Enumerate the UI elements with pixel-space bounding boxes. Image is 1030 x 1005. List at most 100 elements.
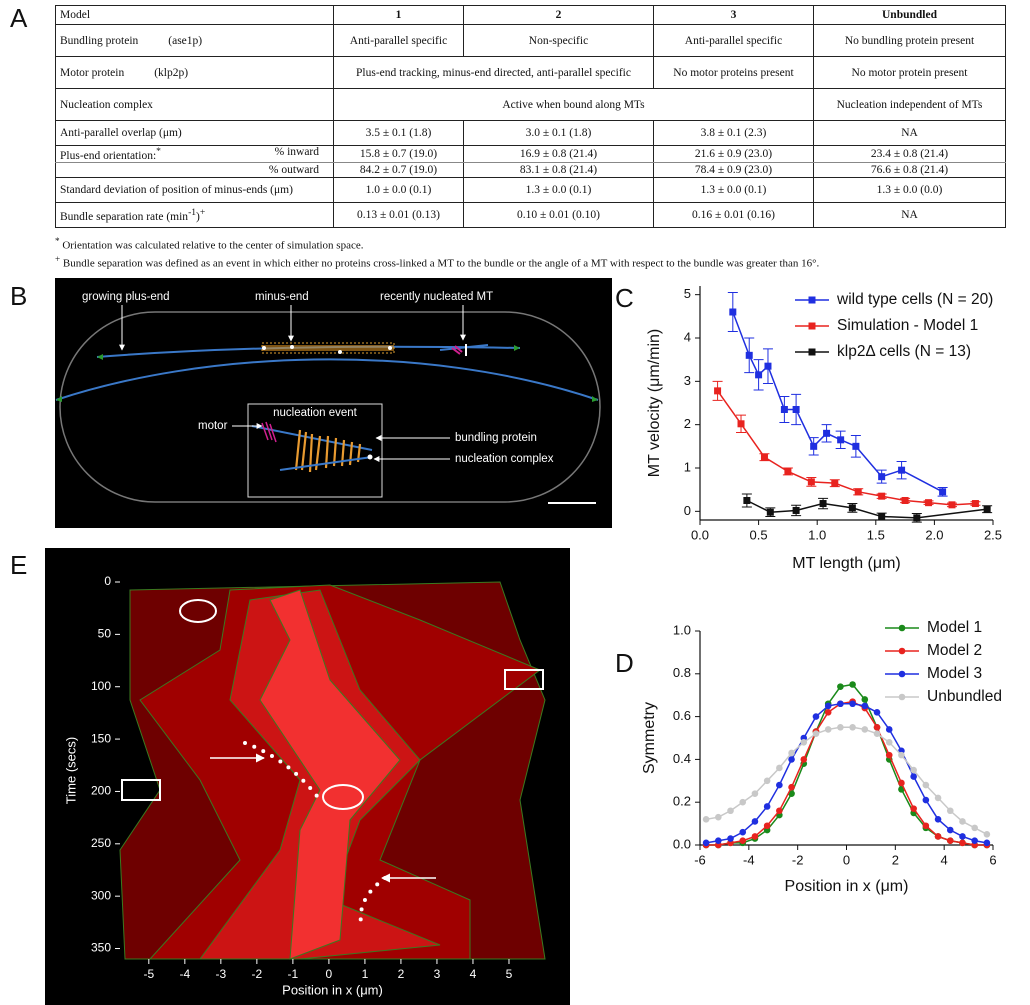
diagram-label: minus-end bbox=[255, 291, 309, 303]
data-point bbox=[800, 738, 808, 746]
footnote: + Bundle separation was defined as an ev… bbox=[55, 253, 819, 271]
y-tick-label: 0.2 bbox=[673, 794, 691, 809]
panel-label: E bbox=[10, 550, 27, 580]
cell: 1.3 ± 0.0 (0.0) bbox=[813, 176, 1006, 203]
data-point bbox=[873, 730, 881, 738]
cell: 3.0 ± 0.1 (1.8) bbox=[463, 120, 654, 146]
data-point bbox=[792, 406, 800, 413]
x-tick-label: 4 bbox=[941, 852, 948, 867]
x-tick-label: 2 bbox=[892, 852, 899, 867]
legend-label: Unbundled bbox=[927, 688, 1002, 705]
label-text: (ase1p) bbox=[168, 34, 203, 47]
header-cell: 2 bbox=[463, 5, 654, 25]
data-point bbox=[755, 371, 763, 379]
data-point bbox=[898, 779, 905, 787]
data-point bbox=[800, 756, 808, 763]
chart: 0 1 2 3 4 5 0.0 0.5 1.0 1.5 2.0 2.5 MT length (μm) MT… bbox=[646, 286, 1002, 572]
table-row: Standard deviation of position of minus-… bbox=[55, 176, 1006, 203]
data-point bbox=[739, 837, 747, 845]
summary-table: Model 1 2 3 Unbundled Bundling protein (a… bbox=[55, 5, 1006, 228]
data-point bbox=[760, 453, 768, 461]
y-tick-label: 0 bbox=[104, 574, 111, 588]
microtubule bbox=[55, 358, 599, 401]
x-tick-label: 0 bbox=[843, 852, 850, 867]
cell: 78.4 ± 0.9 (23.0) bbox=[653, 161, 814, 178]
shape bbox=[338, 350, 342, 354]
bundling-protein bbox=[294, 429, 362, 473]
row-label: Anti-parallel overlap (μm) bbox=[55, 120, 334, 146]
shape bbox=[97, 354, 103, 360]
cell: No motor proteins present bbox=[653, 56, 814, 89]
series: Simulation - Model 1 bbox=[712, 317, 981, 509]
legend-label: Simulation - Model 1 bbox=[837, 317, 978, 334]
data-point bbox=[715, 813, 722, 821]
data-point bbox=[751, 818, 759, 825]
data-point bbox=[878, 492, 886, 500]
legend-marker bbox=[808, 348, 816, 356]
data-point bbox=[702, 839, 710, 847]
data-point bbox=[788, 783, 795, 791]
cell: 15.8 ± 0.7 (19.0) bbox=[333, 145, 464, 163]
cell: Nucleation independent of MTs bbox=[813, 88, 1006, 121]
series-line bbox=[705, 703, 988, 844]
row-label: Nucleation complex bbox=[55, 88, 334, 121]
data-point bbox=[913, 514, 921, 522]
data-point bbox=[959, 818, 966, 825]
x-tick-label: 0.0 bbox=[691, 527, 709, 542]
motor bbox=[261, 421, 277, 443]
data-point bbox=[922, 822, 930, 830]
x-tick-label: 2.0 bbox=[925, 527, 943, 542]
simulation-diagram: growing plus-end minus-end recently nucl… bbox=[55, 278, 612, 528]
header-cell: 3 bbox=[653, 5, 814, 25]
x-tick-label: 2.5 bbox=[984, 527, 1002, 542]
legend-label: Model 3 bbox=[927, 665, 982, 682]
data-point bbox=[948, 501, 956, 509]
y-tick-label: 2 bbox=[684, 416, 691, 431]
data-point bbox=[715, 837, 722, 845]
series-line bbox=[732, 311, 943, 493]
legend-marker bbox=[898, 647, 906, 655]
cell: Non-specific bbox=[463, 24, 654, 57]
data-point bbox=[922, 781, 930, 789]
y-tick-label: 200 bbox=[91, 784, 111, 798]
data-point bbox=[743, 497, 751, 504]
cell: 1.0 ± 0.0 (0.1) bbox=[333, 176, 464, 203]
highlight-shapes bbox=[121, 599, 544, 810]
data-point bbox=[910, 805, 917, 812]
data-point bbox=[983, 839, 991, 847]
cell-outline bbox=[59, 311, 601, 503]
data-point bbox=[807, 478, 815, 486]
panel-label: A bbox=[10, 3, 28, 33]
series-line bbox=[706, 683, 987, 846]
series-line bbox=[716, 390, 976, 506]
footnote-text: Bundle separation was defined as an even… bbox=[62, 257, 820, 270]
legend-label: wild type cells (N = 20) bbox=[836, 291, 993, 308]
cell: NA bbox=[813, 201, 1006, 228]
legend-marker bbox=[898, 624, 906, 632]
shape bbox=[322, 784, 364, 810]
cell: 16.9 ± 0.8 (21.4) bbox=[463, 145, 654, 163]
series-line bbox=[746, 499, 988, 519]
label-text: Bundling protein bbox=[60, 34, 139, 47]
cell: Active when bound along MTs bbox=[333, 88, 814, 121]
x-axis-title: MT length (μm) bbox=[792, 555, 901, 572]
x-tick-label: -4 bbox=[743, 852, 755, 867]
data-point bbox=[885, 751, 893, 759]
x-tick-label: 5 bbox=[506, 967, 513, 981]
shape bbox=[504, 669, 544, 690]
data-point bbox=[885, 726, 893, 733]
x-tick-label: -2 bbox=[792, 852, 804, 867]
table-row: Bundle separation rate (min-1)+ 0.13 ± 0… bbox=[55, 201, 1006, 228]
cell: 21.6 ± 0.9 (23.0) bbox=[653, 145, 814, 163]
y-tick-label: 250 bbox=[91, 836, 111, 850]
y-axis-title: Time (secs) bbox=[63, 737, 78, 804]
cell: 0.10 ± 0.01 (0.10) bbox=[463, 201, 654, 228]
y-tick-label: 3 bbox=[684, 373, 691, 388]
microtubule bbox=[279, 456, 373, 471]
kymograph-arrows bbox=[210, 753, 436, 883]
row-label: Motor protein (klp2p) bbox=[55, 56, 334, 89]
data-point bbox=[739, 798, 747, 806]
nucleation-complex bbox=[367, 454, 373, 460]
data-point bbox=[837, 724, 844, 731]
data-point bbox=[837, 700, 844, 708]
